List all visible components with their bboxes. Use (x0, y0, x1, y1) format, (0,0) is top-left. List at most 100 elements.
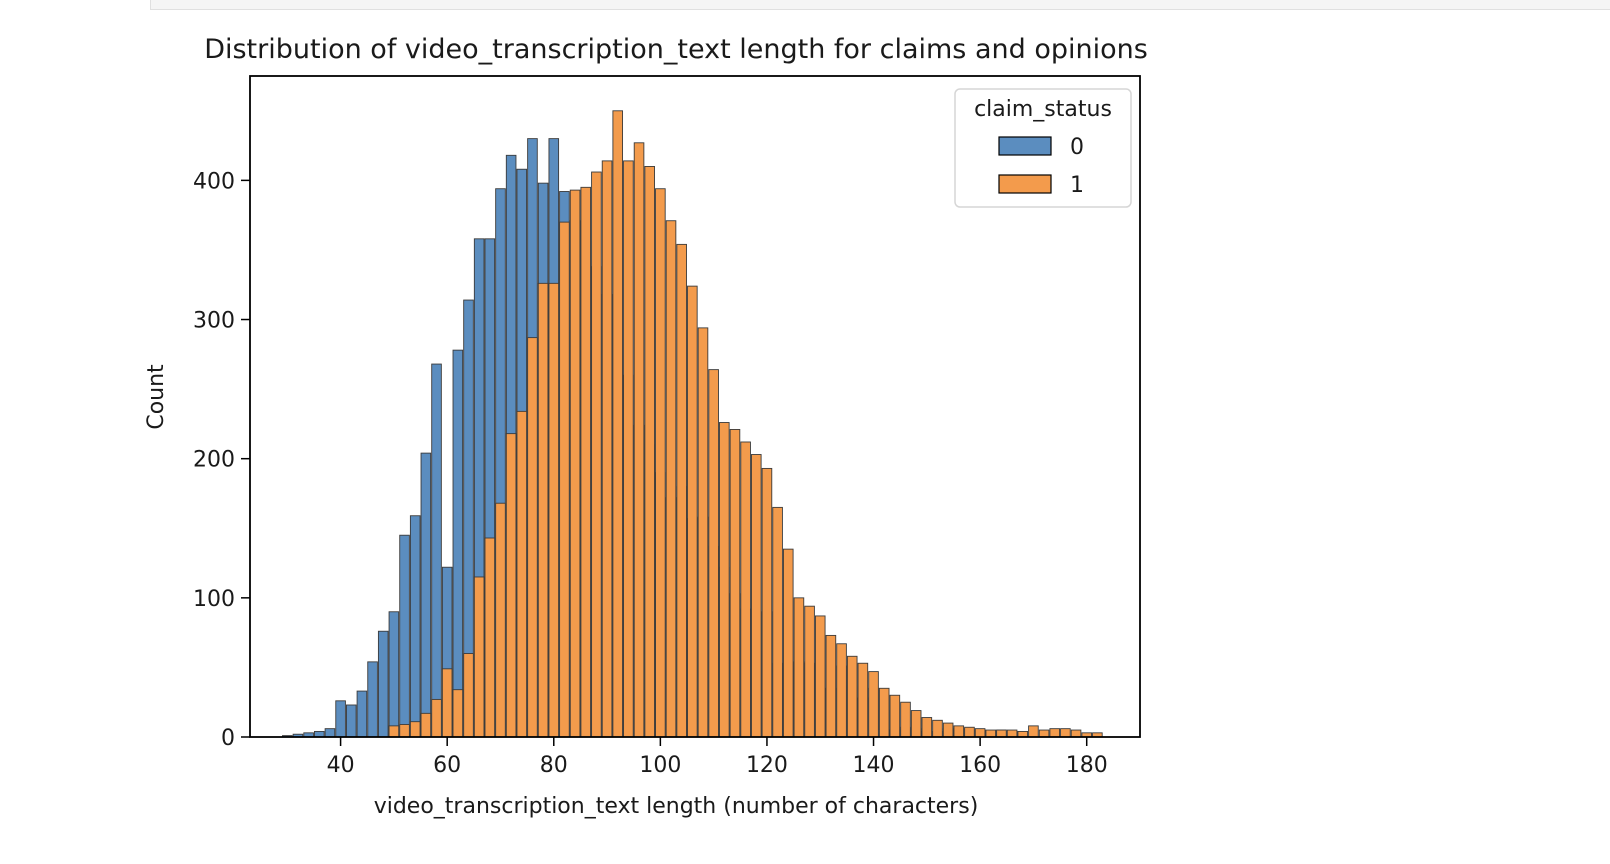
bar-series-1 (431, 698, 442, 738)
bar-series-0 (377, 630, 389, 738)
bar-series-1 (601, 160, 613, 738)
bar-series-1 (825, 634, 837, 738)
x-tick-label: 160 (959, 753, 1001, 778)
bar-series-1 (708, 369, 719, 738)
bar-series-1 (889, 694, 901, 738)
legend-swatch-0 (998, 136, 1052, 156)
bar-series-0 (452, 349, 464, 738)
y-tick-label: 400 (193, 169, 235, 194)
legend-label-1: 1 (1070, 173, 1084, 198)
bar-series-1 (697, 327, 709, 738)
x-tick-label: 40 (327, 753, 355, 778)
bar-series-0 (335, 700, 346, 738)
bar-series-1 (793, 597, 805, 738)
bar-series-1 (687, 285, 698, 738)
bar-series-1 (623, 160, 634, 738)
bar-series-1 (655, 188, 666, 738)
bar-series-1 (1049, 728, 1061, 738)
bar-series-1 (612, 110, 624, 738)
bar-series-1 (846, 655, 858, 738)
bar-series-1 (804, 605, 815, 738)
bar-series-1 (665, 220, 677, 738)
bar-series-1 (644, 166, 655, 738)
bar-series-1 (1038, 729, 1050, 738)
bar-series-1 (495, 502, 506, 738)
bar-series-0 (367, 661, 378, 738)
bar-series-1 (399, 724, 410, 738)
bar-series-1 (1060, 728, 1071, 738)
bar-series-1 (719, 422, 730, 738)
chart-title: Distribution of video_transcription_text… (204, 34, 1148, 65)
bar-series-1 (740, 441, 751, 738)
bar-series-1 (729, 429, 741, 738)
bar-series-1 (942, 722, 954, 738)
bar-series-1 (484, 537, 496, 738)
x-axis-label: video_transcription_text length (number … (374, 794, 979, 819)
bar-series-0 (420, 452, 432, 738)
y-tick-label: 0 (221, 726, 235, 751)
bar-series-1 (569, 189, 581, 738)
bar-series-1 (452, 689, 464, 738)
x-tick-label: 120 (746, 753, 788, 778)
plot-frame (249, 75, 1141, 738)
bar-series-0 (356, 690, 368, 738)
legend-title: claim_status (974, 97, 1112, 122)
bar-series-1 (974, 728, 986, 738)
bar-series-1 (751, 454, 762, 738)
bar-series-1 (985, 729, 997, 738)
bar-series-1 (388, 725, 400, 738)
y-tick-label: 200 (193, 448, 235, 473)
bar-series-0 (324, 728, 336, 738)
bar-series-1 (921, 717, 933, 738)
bar-series-0 (345, 704, 357, 738)
y-tick-label: 100 (193, 587, 235, 612)
bar-series-0 (409, 515, 421, 738)
bars-group (282, 110, 1103, 738)
y-axis-label: Count (144, 364, 169, 430)
bar-series-1 (463, 653, 474, 738)
bar-series-1 (580, 186, 592, 738)
x-tick-label: 100 (639, 753, 681, 778)
bar-series-1 (527, 337, 538, 738)
bar-series-1 (473, 576, 485, 738)
legend-swatch-1 (998, 174, 1052, 194)
bar-series-1 (814, 615, 826, 738)
bar-series-1 (548, 282, 560, 738)
bar-series-1 (516, 410, 528, 738)
bar-series-1 (932, 719, 943, 738)
x-tick-label: 140 (853, 753, 895, 778)
bar-series-1 (591, 171, 602, 738)
bar-series-1 (1006, 729, 1018, 738)
bar-series-1 (878, 687, 890, 738)
previous-cell-border (150, 0, 1610, 10)
x-tick-label: 180 (1066, 753, 1108, 778)
bar-series-1 (676, 243, 687, 738)
y-tick-label: 300 (193, 309, 235, 334)
bar-series-1 (836, 643, 847, 738)
bar-series-1 (559, 221, 570, 738)
bar-series-1 (868, 671, 879, 738)
bar-series-1 (782, 548, 794, 738)
x-tick-label: 60 (433, 753, 461, 778)
bar-series-1 (1028, 725, 1039, 738)
x-tick-label: 80 (540, 753, 568, 778)
bar-series-1 (505, 433, 517, 738)
bar-series-1 (857, 662, 869, 738)
bar-series-1 (409, 721, 421, 738)
legend: claim_status 0 1 (954, 88, 1132, 208)
axes-group: 40 60 80 100 120 140 160 180 0 100 200 300 400 (193, 75, 1141, 778)
bar-series-1 (633, 142, 645, 738)
bar-series-1 (910, 710, 922, 738)
bar-series-1 (964, 726, 975, 738)
bar-series-1 (953, 725, 965, 738)
bar-series-1 (996, 729, 1007, 738)
bar-series-1 (761, 467, 773, 738)
bar-series-0 (431, 363, 442, 738)
bar-series-1 (537, 282, 549, 738)
bar-series-0 (388, 611, 400, 738)
bar-series-1 (441, 668, 453, 738)
bar-series-1 (420, 712, 432, 738)
